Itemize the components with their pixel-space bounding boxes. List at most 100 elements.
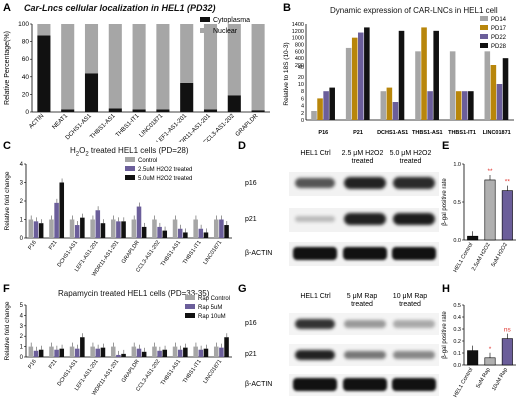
bar xyxy=(193,219,198,238)
y-axis-label: β-gal positive rate xyxy=(442,311,448,359)
panel-letter-g: G xyxy=(238,283,247,295)
y-tick-label: 60 xyxy=(22,56,30,63)
y-tick-label: 1 xyxy=(20,345,24,351)
bar xyxy=(449,51,456,121)
y-tick-label: 0 xyxy=(20,355,24,361)
bar xyxy=(100,347,106,357)
bar xyxy=(462,91,468,120)
bar xyxy=(33,221,39,238)
bar xyxy=(156,24,170,110)
panel-letter-f: F xyxy=(3,283,10,295)
bar xyxy=(28,346,34,357)
bar xyxy=(484,357,496,366)
y-tick-label: 0.4 xyxy=(453,315,461,321)
bar xyxy=(95,348,101,357)
blot-d-band xyxy=(295,216,335,222)
bar xyxy=(116,354,121,357)
bar xyxy=(49,219,54,238)
legend-swatch xyxy=(200,28,210,33)
significance-label: ** xyxy=(505,179,511,186)
x-tick-label: DCHS1-AS1 xyxy=(57,240,80,269)
bar xyxy=(183,232,188,238)
bar xyxy=(132,24,146,110)
y-axis-label: Relative fold change xyxy=(4,301,11,360)
bar xyxy=(219,347,224,357)
y-tick-label: 4 xyxy=(20,313,24,319)
bar xyxy=(162,349,168,357)
blot-d-row-p21: p21 xyxy=(245,216,257,223)
x-tick-label: P16 xyxy=(318,130,328,136)
bar xyxy=(392,102,399,120)
bar xyxy=(141,226,147,238)
bar xyxy=(198,228,204,238)
bar xyxy=(358,32,364,120)
blot-g: HEL1 Ctrl 5 μM Rap treated 10 μM Rap tre… xyxy=(245,293,440,401)
y-tick-label: 40 xyxy=(22,74,30,81)
blot-g-lane-1: HEL1 Ctrl xyxy=(300,293,331,300)
bar xyxy=(203,24,218,110)
bar xyxy=(54,202,59,238)
blot-d-lane-2: 2.5 μM H2O2 treated xyxy=(341,150,384,165)
legend-label: Control xyxy=(138,158,157,164)
bar xyxy=(59,348,65,357)
bar xyxy=(467,350,479,366)
bar xyxy=(323,91,329,120)
bar xyxy=(484,179,496,241)
panel-letter-e: E xyxy=(442,140,450,152)
blot-d-row-actin: β-ACTIN xyxy=(245,250,273,257)
x-tick-label: THBS1-IT1 xyxy=(448,130,476,136)
x-tick-label: DCHS1-AS1 xyxy=(57,359,80,388)
bar xyxy=(136,206,142,238)
blot-g-band xyxy=(393,351,435,359)
bar xyxy=(80,337,85,357)
y-tick-label: 20 xyxy=(22,91,30,98)
blot-g-band xyxy=(344,320,386,328)
blot-g-band xyxy=(344,351,386,359)
y-tick-label: 1.0 xyxy=(453,162,461,168)
bar xyxy=(227,95,241,112)
bar xyxy=(172,346,178,357)
bar xyxy=(203,109,218,112)
bar xyxy=(90,346,95,357)
x-tick-label: P21 xyxy=(48,359,59,370)
blot-g-lane-2: 5 μM Rap treated xyxy=(346,293,378,308)
y-tick-label: 20 xyxy=(298,75,304,81)
bar xyxy=(364,27,370,120)
panel-a-title: Car-Lncs cellular localization in HEL1 (… xyxy=(24,3,216,13)
x-tick-label: 10uM Rap xyxy=(491,367,509,392)
panel-letter-h: H xyxy=(442,283,450,295)
panel-letter-a: A xyxy=(3,2,11,14)
y-tick-label: 400 xyxy=(295,56,304,62)
y-tick-label: 2 xyxy=(20,334,24,340)
bar xyxy=(501,190,513,241)
bar xyxy=(193,346,198,357)
y-tick-label: 2 xyxy=(20,199,24,205)
bar xyxy=(455,91,462,120)
legend-swatch xyxy=(125,175,135,180)
bar xyxy=(468,91,474,120)
bar xyxy=(172,219,178,238)
bar xyxy=(121,353,126,357)
bar xyxy=(74,225,80,238)
x-tick-label: THBS1-IT1 xyxy=(182,240,203,266)
bar xyxy=(152,219,157,238)
bar xyxy=(69,346,75,357)
bar xyxy=(108,108,122,112)
x-tick-label: 5uM H2O2 xyxy=(491,242,510,268)
bar xyxy=(198,349,204,357)
panel-c-title: H2O2 treated HEL1 cells (PD=28) xyxy=(70,146,189,158)
blot-g-band xyxy=(393,320,435,328)
y-axis-label: Relative fold change xyxy=(4,171,11,230)
bar xyxy=(84,24,99,74)
legend-swatch xyxy=(185,313,195,318)
bar xyxy=(502,58,509,120)
legend-label: Cytoplasma xyxy=(213,17,250,24)
bar xyxy=(61,109,75,112)
y-tick-label: 80 xyxy=(22,39,30,46)
bar xyxy=(152,346,157,357)
blot-g-row-p21: p21 xyxy=(245,351,257,358)
bar xyxy=(227,24,241,96)
bar xyxy=(311,111,317,120)
blot-d-band xyxy=(344,213,386,225)
